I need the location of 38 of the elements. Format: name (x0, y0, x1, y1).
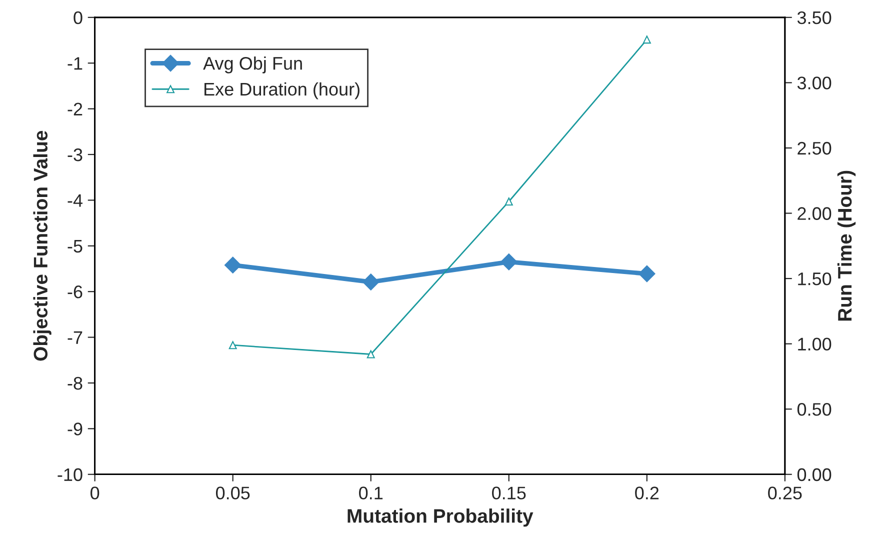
y2-tick-label: 2.00 (798, 207, 832, 220)
y2-tick-label: 1.00 (798, 338, 832, 351)
y2-tick-label: 2.50 (798, 142, 832, 155)
point (366, 350, 375, 358)
y-tick-label: 0 (74, 11, 82, 24)
y-tick-label: -1 (68, 57, 82, 70)
x-tick-label: 0.05 (216, 486, 250, 500)
y2-tick-label: 0.00 (797, 468, 832, 482)
point (228, 341, 237, 350)
y-axis-title: Objective Function Value (33, 130, 52, 361)
y2-tick-label: 3.00 (797, 76, 832, 90)
y2-tick-label: 1.50 (798, 272, 832, 286)
point (642, 36, 651, 44)
point (362, 274, 380, 290)
y-tick-label: -8 (68, 376, 82, 390)
y-tick-label: -5 (68, 240, 82, 253)
y-tick-label: -2 (68, 102, 82, 116)
y-tick-label: -3 (68, 148, 82, 162)
point (504, 198, 513, 206)
x-tick-label: 0.15 (492, 486, 526, 500)
x-tick-label: 0 (90, 486, 100, 500)
legend-label: Exe Duration (hour) (204, 82, 360, 100)
y-tick-label: -6 (68, 286, 82, 298)
y2-axis-title: Run Time (Hour) (837, 170, 856, 321)
x-tick-label: 0.1 (359, 486, 383, 500)
point (224, 256, 242, 274)
y-tick-label: -10 (58, 468, 82, 482)
point (500, 254, 518, 270)
legend-label: Avg Obj Fun (203, 56, 302, 74)
y-tick-label: -7 (68, 331, 82, 344)
y2-tick-label: 0.50 (797, 403, 832, 416)
x-axis-title: Mutation Probability (348, 508, 534, 527)
y-tick-label: -4 (68, 194, 82, 207)
y-tick-label: -9 (68, 422, 82, 436)
x-tick-label: 0.2 (635, 486, 659, 500)
y2-tick-label: 3.50 (797, 11, 832, 24)
point (638, 265, 656, 282)
x-tick-label: 0.25 (768, 486, 802, 500)
